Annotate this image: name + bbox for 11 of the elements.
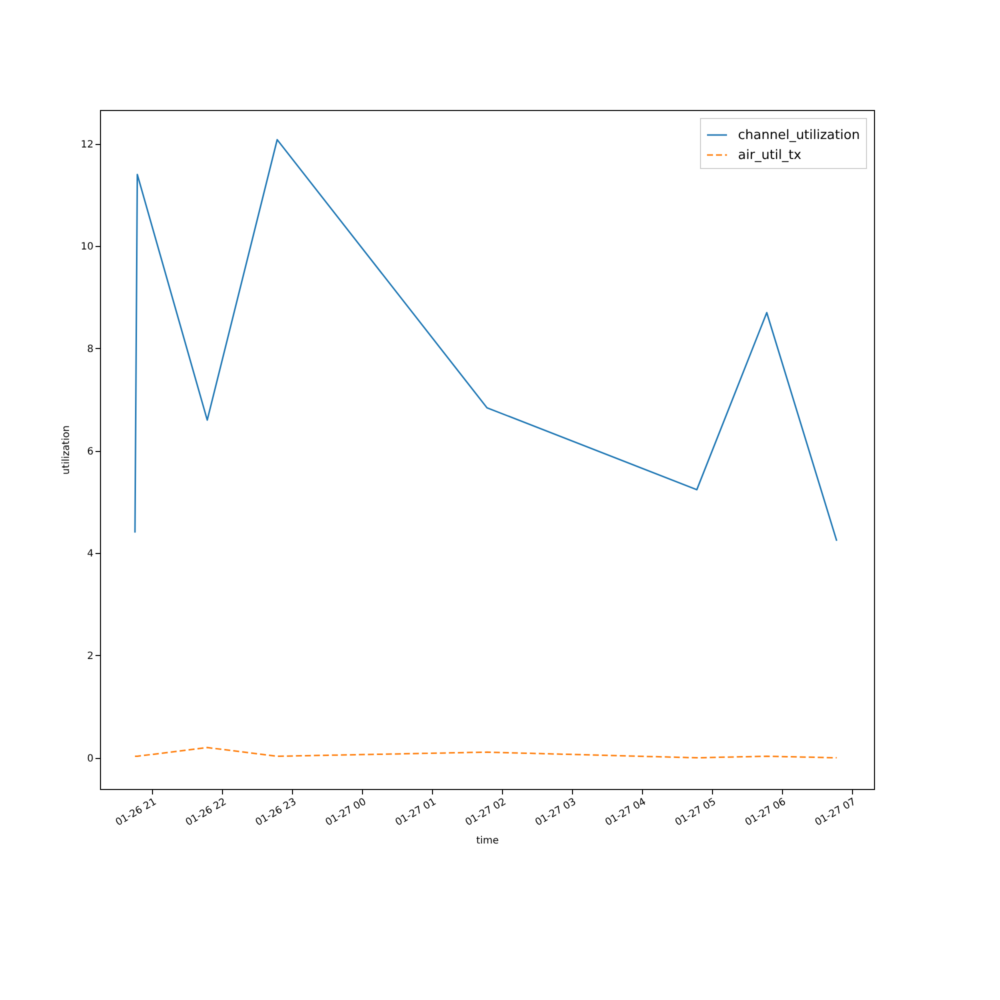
y-tick-label: 12 [80, 139, 94, 150]
y-tick-label: 6 [87, 446, 94, 458]
x-axis-title: time [476, 836, 499, 847]
legend-label: air_util_tx [738, 148, 802, 163]
legend-label: channel_utilization [738, 128, 860, 143]
y-tick-label: 2 [87, 650, 94, 662]
y-tick-label: 0 [87, 753, 94, 764]
y-tick-label: 10 [80, 242, 94, 253]
y-axis-title: utilization [60, 425, 72, 475]
y-tick-label: 4 [87, 548, 94, 560]
y-tick-label: 8 [87, 344, 94, 355]
